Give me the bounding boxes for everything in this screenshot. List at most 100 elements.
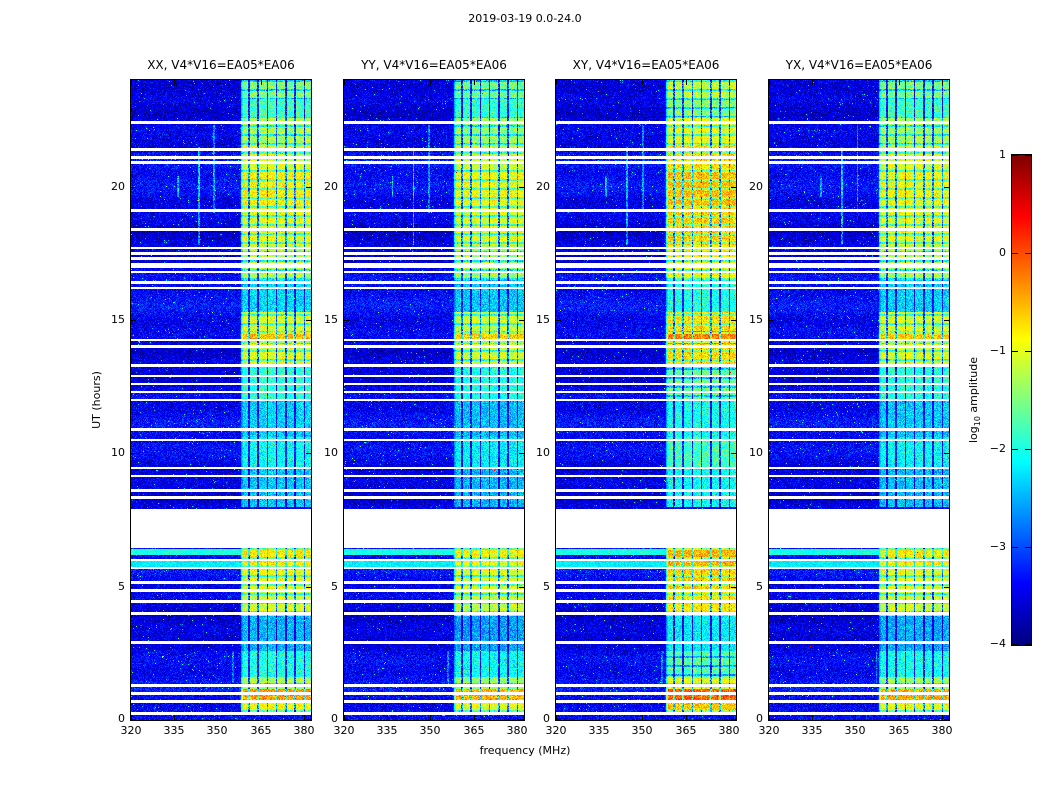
y-tick-mark [519,453,524,454]
x-tick-mark [387,715,388,720]
x-tick-mark [261,715,262,720]
colorbar-tick-mark [1025,644,1031,645]
y-tick-mark [519,187,524,188]
x-tick-mark [474,80,475,85]
x-tick-mark [556,80,557,85]
figure-title: 2019-03-19 0.0-24.0 [468,12,582,25]
colorbar-tick-label: −4 [989,637,1006,650]
y-tick-label: 5 [118,580,125,593]
colorbar-tick-mark [1025,351,1031,352]
x-tick-mark [729,80,730,85]
x-tick-mark [942,80,943,85]
panel-title-1: YY, V4*V16=EA05*EA06 [361,58,507,72]
colorbar-tick-mark [1025,155,1031,156]
x-tick-mark [556,715,557,720]
panel-title-0: XX, V4*V16=EA05*EA06 [147,58,295,72]
colorbar-tick-label: −1 [989,344,1006,357]
y-tick-mark [131,320,136,321]
x-tick-mark [430,80,431,85]
x-tick-label: 380 [506,724,528,737]
colorbar-frame [1011,154,1032,646]
x-tick-mark [131,80,132,85]
y-tick-label: 20 [324,180,338,193]
y-tick-label: 5 [756,580,763,593]
y-tick-mark [769,187,774,188]
x-tick-label: 380 [718,724,740,737]
panel-frame-1 [343,79,525,721]
x-tick-label: 335 [588,724,610,737]
x-tick-label: 365 [888,724,910,737]
x-tick-mark [304,80,305,85]
colorbar-label-sub10: 10 [973,416,983,427]
x-tick-label: 365 [463,724,485,737]
y-tick-mark [556,320,561,321]
x-tick-mark [217,80,218,85]
x-tick-mark [642,715,643,720]
y-tick-mark [344,719,349,720]
y-tick-label: 15 [111,313,125,326]
y-tick-mark [344,187,349,188]
x-tick-label: 350 [844,724,866,737]
colorbar-tick-label: 0 [999,246,1006,259]
x-tick-mark [344,715,345,720]
y-tick-mark [131,719,136,720]
y-tick-mark [519,719,524,720]
y-tick-mark [344,320,349,321]
y-tick-label: 15 [324,313,338,326]
y-tick-mark [556,719,561,720]
x-tick-mark [729,715,730,720]
x-tick-label: 350 [206,724,228,737]
y-tick-label: 10 [324,446,338,459]
colorbar-tick-mark [1012,351,1018,352]
panel-frame-0 [130,79,312,721]
x-tick-mark [517,80,518,85]
x-tick-label: 365 [675,724,697,737]
colorbar-tick-mark [1012,449,1018,450]
x-tick-mark [769,80,770,85]
y-tick-mark [306,320,311,321]
y-tick-mark [731,719,736,720]
y-tick-mark [556,453,561,454]
colorbar-tick-label: 1 [999,148,1006,161]
x-tick-mark [599,80,600,85]
x-tick-mark [855,715,856,720]
x-tick-label: 320 [333,724,355,737]
x-tick-mark [174,715,175,720]
x-tick-mark [642,80,643,85]
colorbar-tick-mark [1025,449,1031,450]
colorbar-label-amplitude: amplitude [967,356,980,417]
y-tick-label: 20 [536,180,550,193]
colorbar-label-log: log [967,426,980,444]
y-tick-label: 5 [331,580,338,593]
y-tick-mark [131,453,136,454]
y-tick-mark [944,719,949,720]
x-tick-mark [430,715,431,720]
x-tick-label: 350 [631,724,653,737]
colorbar-tick-mark [1025,547,1031,548]
x-tick-label: 380 [293,724,315,737]
y-tick-mark [306,719,311,720]
y-tick-mark [731,587,736,588]
x-tick-mark [899,715,900,720]
x-tick-mark [131,715,132,720]
x-tick-label: 320 [545,724,567,737]
x-tick-mark [517,715,518,720]
y-tick-label: 10 [111,446,125,459]
y-tick-label: 0 [756,712,763,725]
y-tick-label: 10 [749,446,763,459]
y-tick-label: 15 [536,313,550,326]
y-tick-label: 20 [749,180,763,193]
y-tick-mark [731,320,736,321]
x-tick-mark [942,715,943,720]
x-tick-mark [899,80,900,85]
y-tick-label: 0 [118,712,125,725]
y-tick-mark [131,587,136,588]
colorbar-gradient [1012,155,1031,645]
colorbar-tick-mark [1012,547,1018,548]
x-tick-label: 380 [931,724,953,737]
x-tick-mark [686,80,687,85]
colorbar-tick-mark [1012,644,1018,645]
y-tick-mark [519,320,524,321]
y-tick-mark [944,587,949,588]
